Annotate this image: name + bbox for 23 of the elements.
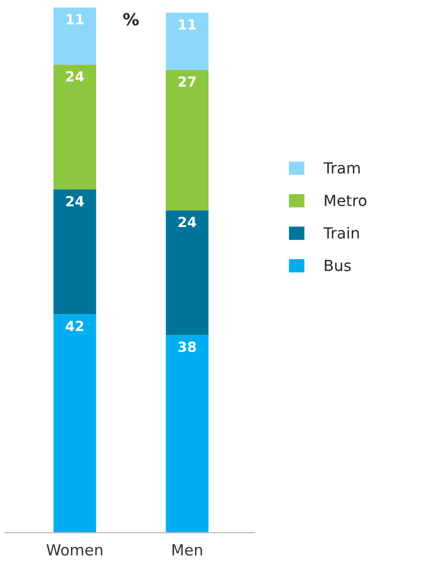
bar xyxy=(53,7,96,65)
legend-label: Tram xyxy=(323,162,360,174)
bar xyxy=(53,189,96,314)
bar xyxy=(53,64,96,190)
bar xyxy=(166,12,208,70)
annotation: % xyxy=(123,12,139,26)
data-label: 11 xyxy=(179,19,196,30)
bar xyxy=(53,314,96,533)
data-label: 27 xyxy=(178,76,196,87)
bar xyxy=(166,335,208,533)
data-label: 24 xyxy=(66,71,84,82)
data-label: 38 xyxy=(178,342,196,352)
data-label: 42 xyxy=(66,320,84,332)
legend-label: Train xyxy=(323,226,359,239)
data-label: 24 xyxy=(66,196,84,206)
legend-label: Bus xyxy=(324,260,351,272)
x-tick-label: Women xyxy=(46,544,102,556)
data-label: 11 xyxy=(66,14,84,24)
legend-label: Metro xyxy=(324,194,366,206)
x-tick-label: Men xyxy=(172,544,202,556)
data-label: 24 xyxy=(178,216,196,228)
bar xyxy=(166,70,208,210)
bar xyxy=(166,210,208,336)
